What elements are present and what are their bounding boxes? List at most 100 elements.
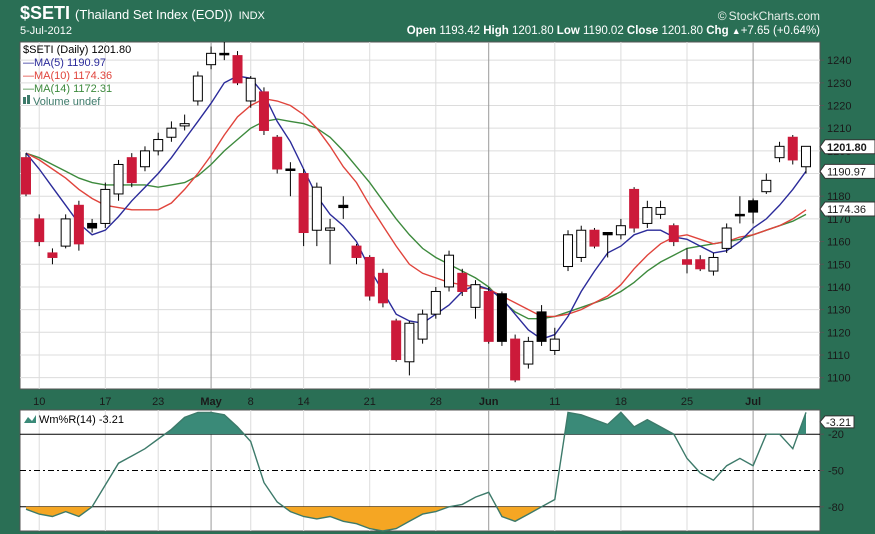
candle-body	[272, 136, 283, 170]
low-value: 1190.02	[583, 25, 624, 37]
x-tick-label: 21	[364, 396, 376, 408]
ma14-line	[25, 118, 807, 320]
candle-body	[404, 322, 415, 363]
close-label: Close	[626, 25, 659, 37]
candle-body	[602, 232, 613, 236]
price-tick-label: 1160	[827, 237, 851, 249]
up-arrow-icon: ▲	[731, 26, 741, 36]
candle-body	[682, 259, 692, 265]
wm-tick-label: -20	[828, 429, 844, 441]
candles	[21, 42, 811, 383]
candle-body	[73, 204, 84, 245]
candle-body	[126, 157, 137, 184]
candle-body	[60, 218, 71, 247]
x-tick-label: 28	[430, 396, 442, 408]
candle-body	[87, 222, 98, 229]
wm-legend-text: Wm%R(14) -3.21	[39, 414, 124, 426]
candle-body	[100, 188, 111, 224]
candle-body	[629, 188, 640, 229]
wm-series-line	[25, 411, 807, 532]
candle-body	[708, 256, 719, 272]
price-tick-label: 1230	[827, 78, 851, 90]
x-tick-label: 23	[152, 396, 164, 408]
candle-body	[325, 227, 336, 231]
legend-ma5-text: MA(5) 1190.97	[34, 57, 106, 69]
candle-body	[351, 245, 362, 258]
candle-body	[444, 254, 455, 288]
legend-ma5: —MA(5) 1190.97	[23, 57, 106, 69]
candle-body	[576, 229, 587, 258]
candle-body	[391, 320, 402, 361]
price-callout	[819, 201, 875, 217]
high-label: High	[483, 25, 509, 37]
candle-body	[668, 225, 679, 243]
legend-price: $SETI (Daily) 1201.80	[23, 44, 131, 56]
wm-tick-label: -50	[828, 466, 844, 478]
price-callout-label: 1201.80	[827, 142, 867, 154]
high-value: 1201.80	[512, 25, 554, 37]
price-tick-label: 1150	[827, 259, 851, 271]
candle-body	[285, 168, 296, 172]
candle-body	[457, 272, 468, 292]
price-callout-label: 1174.36	[827, 204, 866, 216]
wm-overbought-fill	[164, 412, 807, 435]
candle-body	[153, 139, 164, 152]
candle-body	[219, 52, 230, 56]
price-callout-label: 1190.97	[827, 166, 866, 178]
candle-body	[787, 136, 798, 161]
x-tick-label: 10	[33, 396, 45, 408]
candle-body	[695, 259, 706, 270]
chg-label: Chg	[706, 25, 729, 37]
close-value: 1201.80	[661, 25, 704, 37]
candle-body	[655, 207, 666, 215]
price-tick-label: 1210	[827, 123, 851, 135]
candle-body	[470, 284, 481, 308]
price-tick-label: 1220	[827, 101, 851, 113]
candle-body	[430, 290, 441, 315]
volume-bars-icon	[23, 97, 26, 104]
candle-body	[245, 77, 256, 102]
symbol-text: $SETI	[20, 3, 71, 23]
candle-body	[748, 200, 759, 213]
candle-body	[642, 207, 653, 224]
wm-line	[25, 411, 807, 532]
price-tick-label: 1100	[827, 373, 851, 385]
candle-body	[179, 123, 190, 127]
brand-text: StockCharts.com	[728, 9, 820, 23]
open-label: Open	[406, 25, 437, 37]
candle-body	[21, 157, 31, 195]
wm-callout	[819, 415, 855, 429]
index-name: (Thailand Set Index (EOD))	[75, 7, 233, 22]
legend: $SETI (Daily) 1201.80 —MA(5) 1190.97 —MA…	[23, 44, 131, 108]
x-tick-label: Jul	[745, 396, 761, 408]
candle-body	[232, 55, 243, 84]
candle-body	[47, 252, 58, 258]
price-y-axis: 1100 1110 1120 1130 1140 1150 1160 1170 1180 1190…	[819, 55, 875, 385]
x-tick-label: 14	[297, 396, 309, 408]
legend-ma14: —MA(14) 1172.31	[23, 83, 112, 95]
legend-ma10-text: MA(10) 1174.36	[34, 70, 112, 82]
legend-ma10: —MA(10) 1174.36	[23, 70, 112, 82]
candle-body	[206, 52, 217, 66]
candle-body	[774, 145, 785, 159]
x-axis: 10 17 23 May 8 14 21 28 Jun 11 18 25 Jul	[33, 396, 761, 408]
candle-body	[483, 290, 494, 342]
candle-body	[298, 173, 309, 234]
candle-body	[549, 338, 560, 351]
legend-volume: Volume undef	[33, 96, 101, 108]
candle-body	[536, 311, 547, 342]
candle-body	[338, 204, 349, 209]
price-tick-label: 1130	[827, 305, 851, 317]
candle-body	[615, 225, 626, 236]
candle-body	[34, 218, 45, 243]
candle-body	[258, 91, 269, 131]
exchange-text: INDX	[238, 10, 265, 22]
candle-body	[563, 234, 574, 268]
price-tick-label: 1180	[827, 191, 851, 203]
candle-body	[192, 75, 203, 102]
legend-ma14-dash: —	[23, 83, 34, 95]
candle-body	[800, 145, 811, 168]
candle-body	[113, 163, 124, 195]
